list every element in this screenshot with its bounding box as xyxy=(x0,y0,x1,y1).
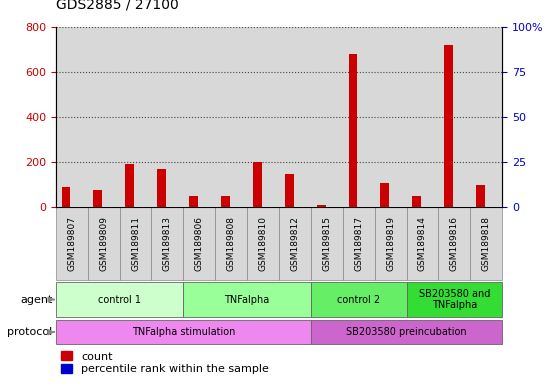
FancyBboxPatch shape xyxy=(247,207,279,280)
Bar xyxy=(296,169,305,207)
Bar xyxy=(184,27,215,207)
FancyBboxPatch shape xyxy=(151,207,184,280)
Bar xyxy=(392,184,401,207)
Bar xyxy=(61,187,70,207)
Text: GSM189811: GSM189811 xyxy=(131,216,140,271)
FancyBboxPatch shape xyxy=(56,320,311,344)
FancyBboxPatch shape xyxy=(311,320,502,344)
Bar xyxy=(328,205,337,207)
Legend: count, percentile rank within the sample: count, percentile rank within the sample xyxy=(61,351,269,374)
FancyBboxPatch shape xyxy=(470,207,502,280)
Text: SB203580 and
TNFalpha: SB203580 and TNFalpha xyxy=(418,289,490,310)
Bar xyxy=(407,27,439,207)
Bar xyxy=(470,27,502,207)
Text: GSM189812: GSM189812 xyxy=(291,217,300,271)
Bar xyxy=(137,159,146,207)
Bar xyxy=(374,27,407,207)
Bar xyxy=(247,27,279,207)
Bar xyxy=(349,54,358,207)
Text: GSM189814: GSM189814 xyxy=(418,217,427,271)
FancyBboxPatch shape xyxy=(407,207,439,280)
Bar xyxy=(264,151,273,207)
Text: TNFalpha stimulation: TNFalpha stimulation xyxy=(132,327,235,337)
Bar xyxy=(316,205,325,207)
Bar xyxy=(360,117,369,207)
Bar xyxy=(88,27,119,207)
Text: GSM189810: GSM189810 xyxy=(258,216,267,271)
Bar xyxy=(221,196,230,207)
Bar xyxy=(200,184,209,207)
Text: GDS2885 / 27100: GDS2885 / 27100 xyxy=(56,0,179,12)
FancyBboxPatch shape xyxy=(439,207,470,280)
Bar xyxy=(105,187,114,207)
Bar xyxy=(119,27,151,207)
FancyBboxPatch shape xyxy=(215,207,247,280)
Bar xyxy=(253,162,262,207)
Bar xyxy=(215,27,247,207)
Bar xyxy=(476,185,485,207)
Text: TNFalpha: TNFalpha xyxy=(224,295,270,305)
Bar xyxy=(93,190,102,207)
Bar xyxy=(233,193,242,207)
FancyBboxPatch shape xyxy=(343,207,374,280)
Bar xyxy=(343,27,374,207)
Bar xyxy=(488,184,497,207)
Text: agent: agent xyxy=(20,295,52,305)
Text: control 1: control 1 xyxy=(98,295,141,305)
FancyBboxPatch shape xyxy=(56,207,88,280)
Text: GSM189815: GSM189815 xyxy=(323,216,331,271)
Bar xyxy=(73,184,82,207)
Bar xyxy=(424,184,432,207)
FancyBboxPatch shape xyxy=(407,282,502,317)
Text: protocol: protocol xyxy=(7,327,52,337)
Text: GSM189817: GSM189817 xyxy=(354,216,363,271)
FancyBboxPatch shape xyxy=(56,282,184,317)
Text: GSM189808: GSM189808 xyxy=(227,216,235,271)
Text: GSM189807: GSM189807 xyxy=(68,216,76,271)
Text: GSM189819: GSM189819 xyxy=(386,216,395,271)
Text: GSM189818: GSM189818 xyxy=(482,216,490,271)
Text: SB203580 preincubation: SB203580 preincubation xyxy=(346,327,467,337)
FancyBboxPatch shape xyxy=(184,207,215,280)
Bar xyxy=(169,164,177,207)
Bar xyxy=(279,27,311,207)
Text: GSM189809: GSM189809 xyxy=(99,216,108,271)
Bar xyxy=(311,27,343,207)
Bar xyxy=(456,117,465,207)
Text: GSM189813: GSM189813 xyxy=(163,216,172,271)
FancyBboxPatch shape xyxy=(311,282,407,317)
Text: GSM189816: GSM189816 xyxy=(450,216,459,271)
Bar xyxy=(381,182,389,207)
Bar xyxy=(56,27,88,207)
Bar xyxy=(285,174,294,207)
Bar xyxy=(439,27,470,207)
FancyBboxPatch shape xyxy=(88,207,119,280)
FancyBboxPatch shape xyxy=(184,282,311,317)
Bar xyxy=(151,27,184,207)
Bar xyxy=(189,196,198,207)
Bar xyxy=(412,196,421,207)
Bar xyxy=(157,169,166,207)
FancyBboxPatch shape xyxy=(311,207,343,280)
Bar xyxy=(444,45,453,207)
FancyBboxPatch shape xyxy=(374,207,407,280)
FancyBboxPatch shape xyxy=(119,207,151,280)
Text: control 2: control 2 xyxy=(337,295,380,305)
Bar xyxy=(126,164,134,207)
Text: GSM189806: GSM189806 xyxy=(195,216,204,271)
FancyBboxPatch shape xyxy=(279,207,311,280)
